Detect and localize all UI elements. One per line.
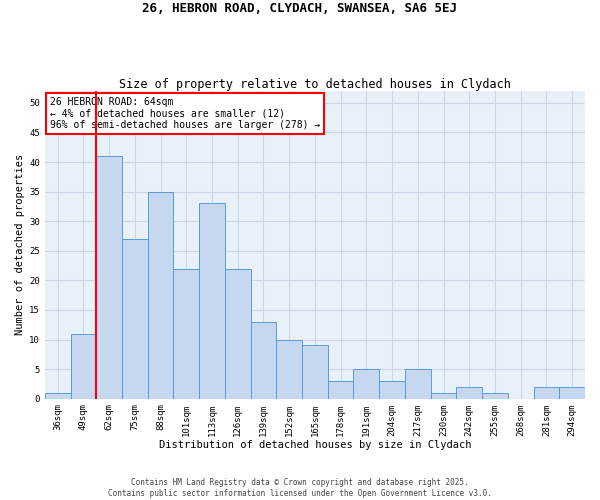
Bar xyxy=(302,346,328,399)
Bar xyxy=(173,268,199,398)
Bar xyxy=(457,387,482,398)
Bar xyxy=(199,204,225,398)
Bar xyxy=(328,381,353,398)
Bar xyxy=(45,393,71,398)
Bar xyxy=(559,387,585,398)
Bar xyxy=(533,387,559,398)
Bar xyxy=(379,381,405,398)
Bar xyxy=(225,268,251,398)
X-axis label: Distribution of detached houses by size in Clydach: Distribution of detached houses by size … xyxy=(158,440,471,450)
Bar xyxy=(251,322,277,398)
Bar xyxy=(122,239,148,398)
Title: Size of property relative to detached houses in Clydach: Size of property relative to detached ho… xyxy=(119,78,511,91)
Y-axis label: Number of detached properties: Number of detached properties xyxy=(15,154,25,336)
Bar xyxy=(96,156,122,398)
Bar xyxy=(405,369,431,398)
Bar xyxy=(482,393,508,398)
Text: 26 HEBRON ROAD: 64sqm
← 4% of detached houses are smaller (12)
96% of semi-detac: 26 HEBRON ROAD: 64sqm ← 4% of detached h… xyxy=(50,97,320,130)
Text: 26, HEBRON ROAD, CLYDACH, SWANSEA, SA6 5EJ: 26, HEBRON ROAD, CLYDACH, SWANSEA, SA6 5… xyxy=(143,2,458,16)
Bar xyxy=(431,393,457,398)
Text: Contains HM Land Registry data © Crown copyright and database right 2025.
Contai: Contains HM Land Registry data © Crown c… xyxy=(108,478,492,498)
Bar xyxy=(148,192,173,398)
Bar xyxy=(277,340,302,398)
Bar xyxy=(353,369,379,398)
Bar xyxy=(71,334,96,398)
